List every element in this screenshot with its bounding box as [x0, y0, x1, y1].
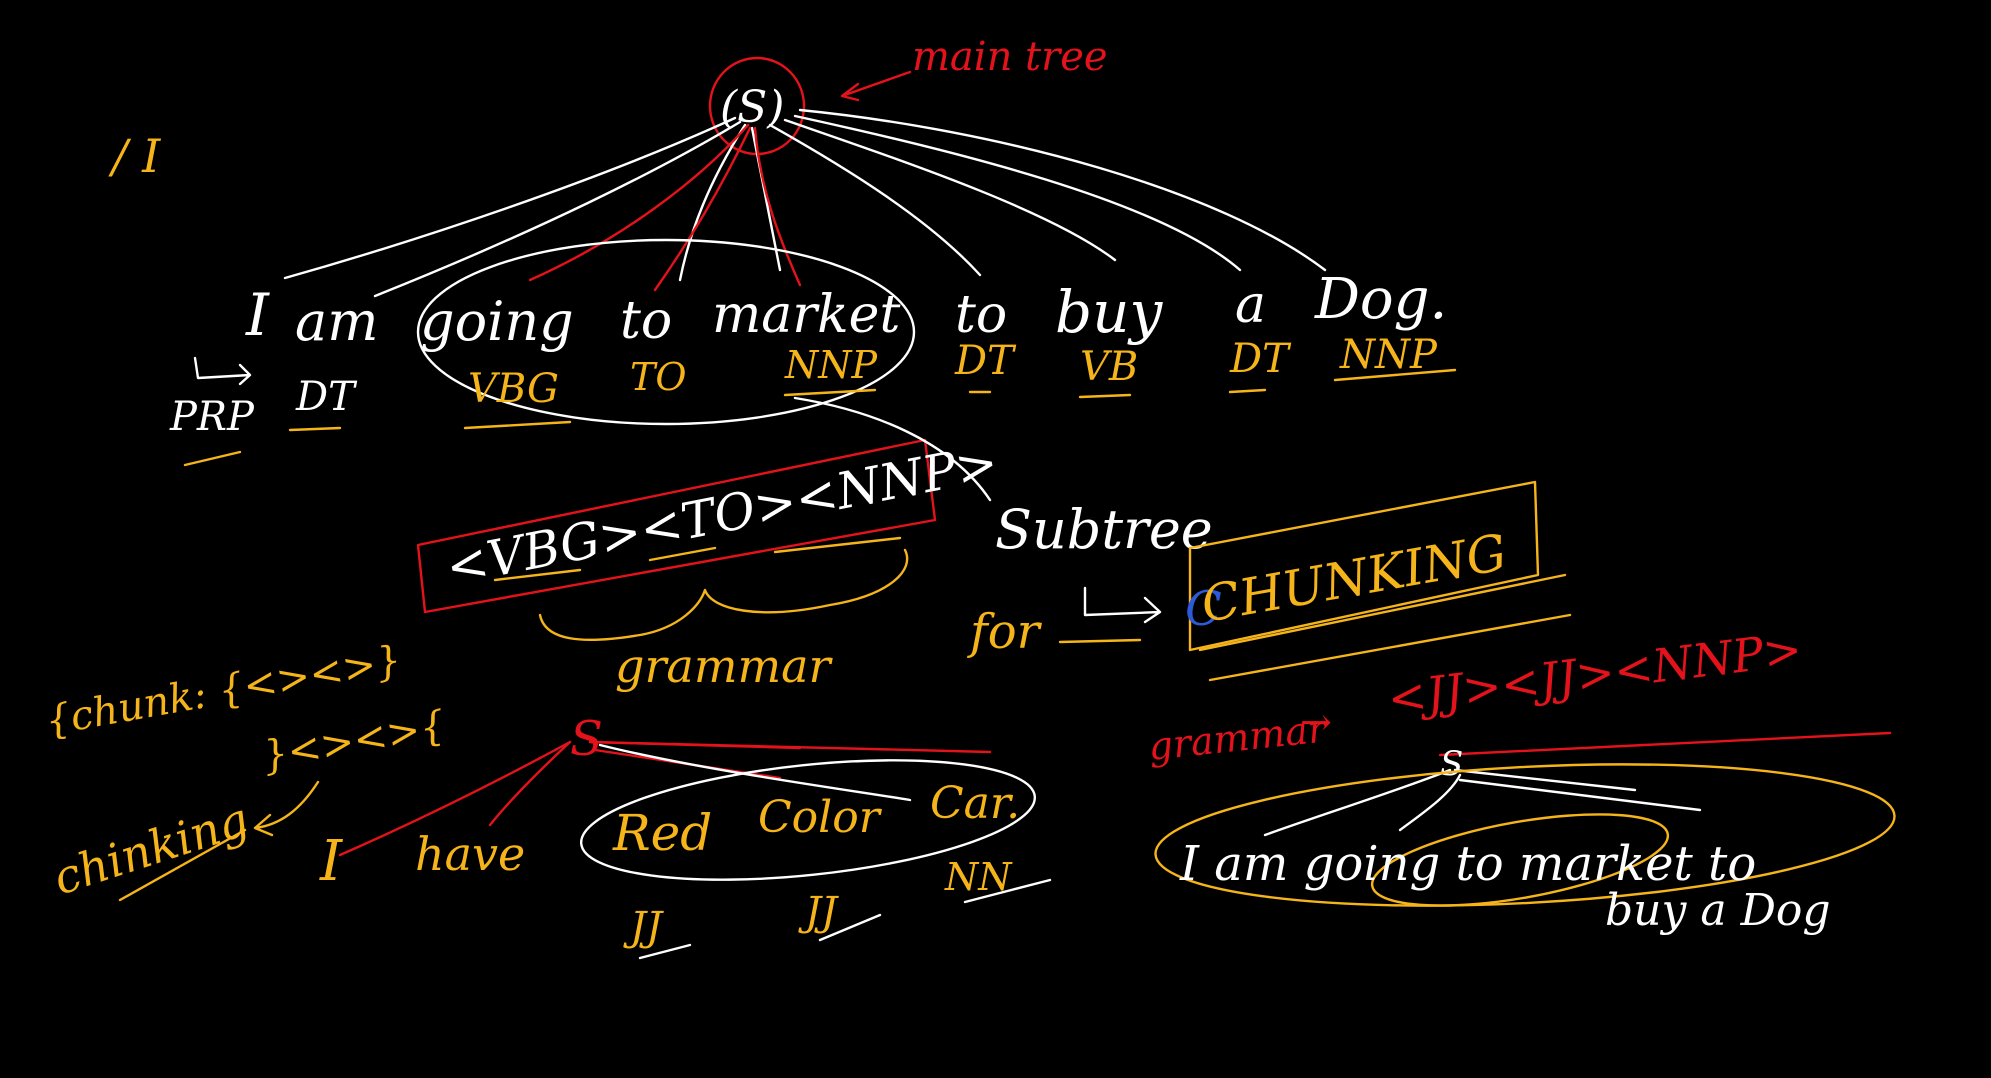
branch: [798, 108, 1327, 272]
main-tree-label: main tree: [912, 34, 1108, 80]
tag: PRP: [169, 394, 255, 440]
pattern-underline: [493, 536, 902, 582]
for-label: for: [967, 604, 1043, 660]
chunk-pattern-box: [416, 438, 937, 614]
root-node: (S): [720, 82, 784, 133]
color-car-ellipse: [579, 759, 1037, 881]
tag: NNP: [1339, 332, 1438, 378]
chunking-underline: [1058, 573, 1572, 682]
tag-underline: [1333, 368, 1457, 382]
tag: JJ: [623, 904, 664, 950]
for-arrow: [1083, 586, 1162, 624]
branch: [768, 123, 982, 277]
tag-underline: [638, 878, 1052, 960]
grammar-rule-underline: [1438, 731, 1892, 757]
sentence-3-root: S: [1440, 744, 1463, 784]
chunk-branch: [653, 126, 752, 292]
s3-branch: [1453, 768, 1637, 792]
main-tree: (S) main tree: [283, 34, 1327, 298]
word: market: [712, 285, 900, 345]
word: have: [415, 827, 525, 881]
word: Dog.: [1314, 267, 1447, 332]
s2-branch: [598, 743, 912, 802]
tag-underline: [183, 450, 242, 467]
sentence-2-root: S: [570, 711, 603, 767]
word: going: [420, 290, 574, 353]
sentence-3-line1: I am going to market to: [1179, 836, 1756, 892]
word: Car.: [930, 778, 1020, 829]
word: to: [955, 285, 1007, 345]
branch: [283, 116, 737, 280]
tag-underline: [783, 388, 877, 397]
s2-branch: [338, 740, 572, 857]
grammar-rule-arrow: →: [1300, 700, 1332, 744]
going-ellipse: [1370, 813, 1670, 907]
tag: NNP: [784, 343, 879, 387]
word: a: [1235, 275, 1266, 335]
branch: [750, 126, 782, 272]
chunk-ellipse: [416, 238, 916, 426]
s2-branch: [488, 740, 572, 827]
prp-arrow: [193, 356, 252, 386]
chunk-branch: [528, 123, 750, 282]
tag-underline: [463, 420, 572, 430]
branch: [373, 120, 742, 298]
chink-arrow: [253, 780, 320, 837]
subtree-connector: [793, 396, 992, 502]
tag: TO: [630, 355, 687, 399]
tag-underline: [288, 426, 342, 432]
chinking-underline: [118, 828, 247, 902]
s3-branch: [1263, 768, 1452, 837]
word: Color: [758, 792, 883, 843]
grammar-label: grammar: [615, 639, 834, 693]
tag: DT: [295, 374, 358, 420]
subtree-label: Subtree: [995, 498, 1213, 561]
tag: DT: [954, 338, 1017, 384]
sentence-1: I am going to market to buy a Dog. PRP D…: [169, 238, 1457, 467]
sentence-3-ellipse: [1154, 763, 1896, 907]
word: buy: [1055, 278, 1163, 346]
tag-underline: [1228, 388, 1267, 394]
sentence-2: S I have Red Color Car. JJ JJ NN: [319, 711, 1052, 960]
s2-underline: [588, 740, 992, 754]
sentence-3-line2: buy a Dog: [1605, 885, 1831, 936]
branch: [783, 118, 1117, 262]
word: I: [319, 829, 344, 894]
tag: VB: [1080, 344, 1138, 390]
sentence-3: S I am going to market to buy a Dog: [1154, 744, 1896, 936]
word: am: [295, 290, 378, 353]
brace: [538, 548, 909, 642]
word: I: [245, 281, 270, 349]
chunk-branch: [753, 126, 802, 287]
chunking-box: [1188, 480, 1540, 652]
tag-underline: [1078, 393, 1132, 399]
branch: [678, 123, 747, 282]
chunking-c: C: [1185, 581, 1222, 637]
tag: DT: [1229, 336, 1292, 382]
s3-branch: [1398, 773, 1462, 832]
tag: VBG: [468, 366, 559, 412]
word: Red: [612, 804, 712, 862]
s3-branch: [1458, 778, 1702, 812]
main-tree-arrow: [840, 70, 912, 102]
top-left-mark: / I: [108, 129, 161, 183]
tag: JJ: [798, 889, 839, 935]
branch: [793, 114, 1242, 272]
word: to: [620, 291, 672, 351]
